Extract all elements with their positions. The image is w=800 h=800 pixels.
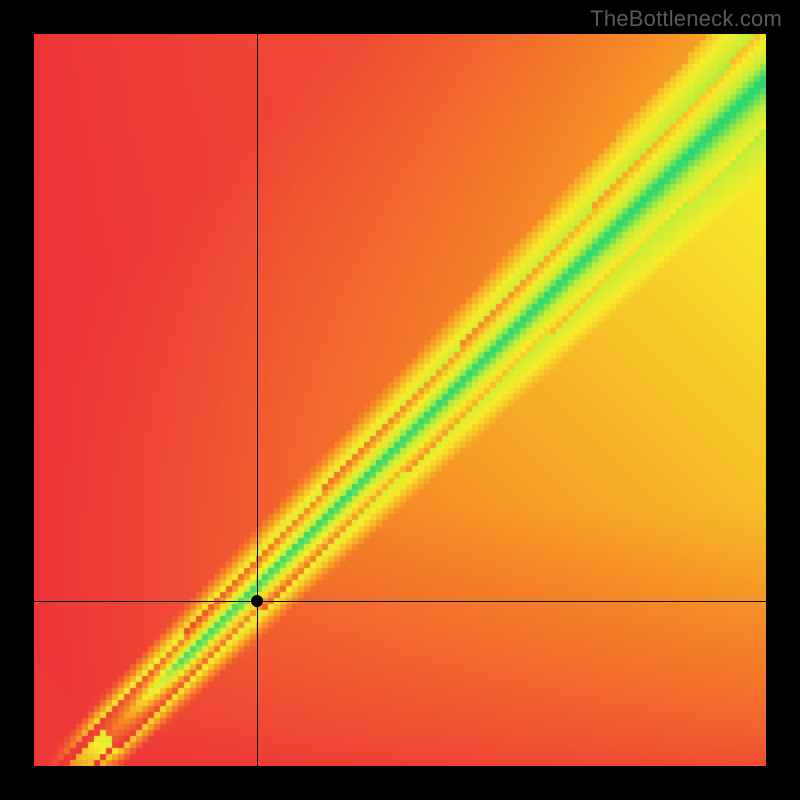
frame-right xyxy=(766,0,800,800)
crosshair-horizontal xyxy=(34,601,766,602)
chart-container: TheBottleneck.com xyxy=(0,0,800,800)
crosshair-vertical xyxy=(257,34,258,766)
frame-bottom xyxy=(0,766,800,800)
watermark-text: TheBottleneck.com xyxy=(590,6,782,32)
bottleneck-heatmap xyxy=(34,34,766,766)
frame-left xyxy=(0,0,34,800)
